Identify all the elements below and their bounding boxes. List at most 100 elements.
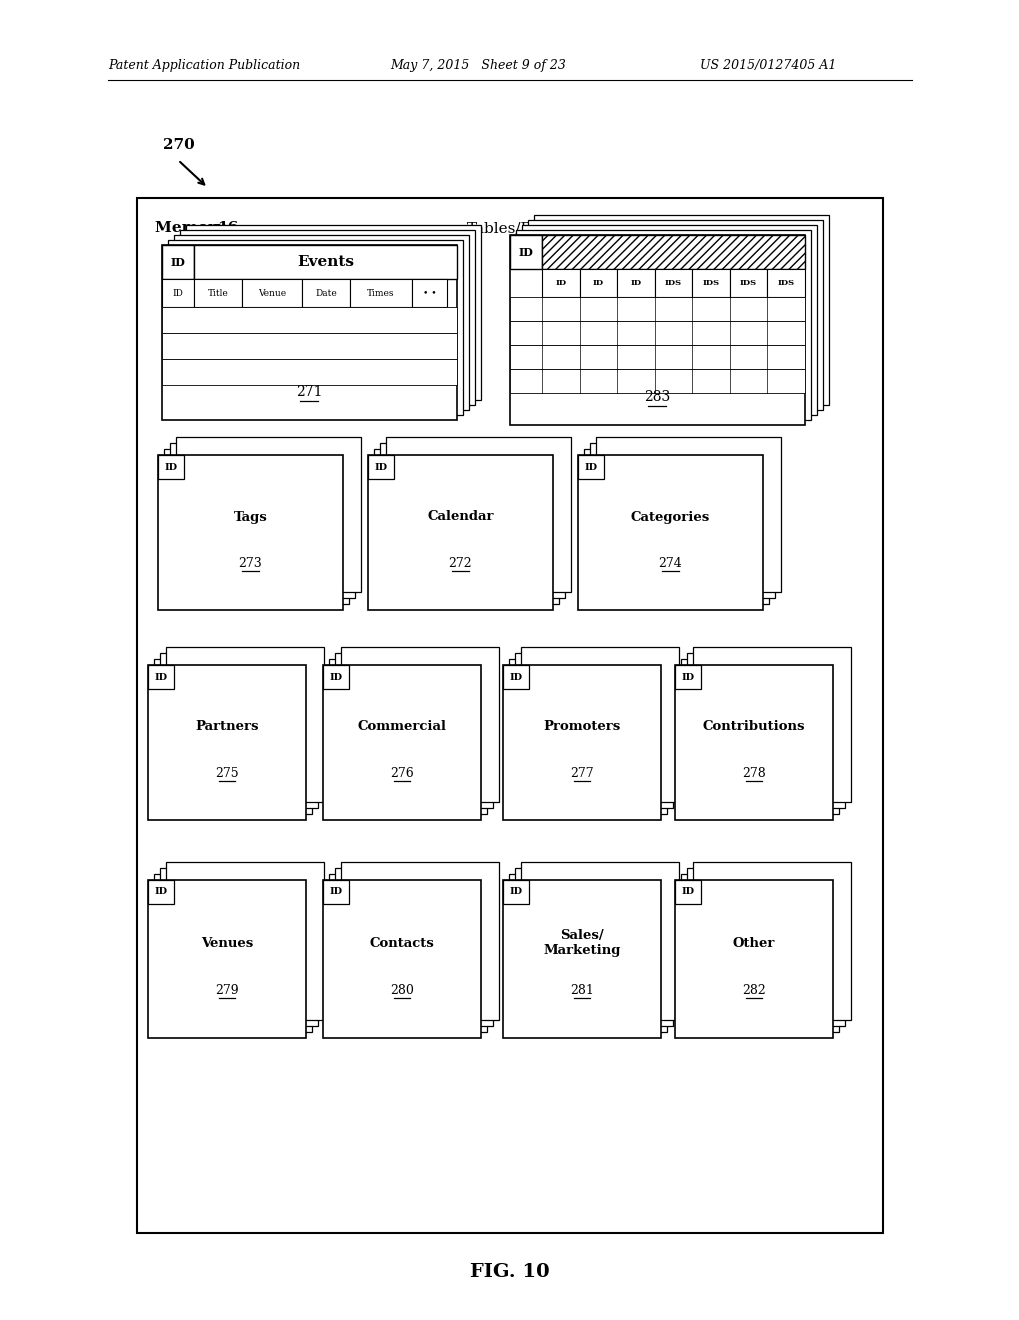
Bar [323,880,481,1038]
Bar [692,269,730,297]
Text: 278: 278 [742,767,765,780]
Bar [242,279,302,308]
Text: Other: Other [732,937,774,949]
Bar [166,862,324,1020]
Text: Commercial: Commercial [357,721,446,734]
Bar [510,345,804,370]
Bar [194,279,242,308]
Bar [160,653,318,808]
Text: Venue: Venue [258,289,285,297]
Text: Sales/
Marketing: Sales/ Marketing [543,929,621,957]
Bar [510,370,804,393]
Text: Memory: Memory [155,220,230,235]
Text: 16: 16 [217,220,238,235]
Bar [687,653,844,808]
Bar [510,235,804,425]
Bar [589,444,774,598]
Bar [158,455,342,610]
Bar [158,455,183,479]
Bar [162,359,457,385]
Text: 277: 277 [570,767,593,780]
Text: 270: 270 [163,139,195,152]
Text: Tables/Records: Tables/Records [467,220,584,235]
Text: Tags: Tags [233,511,267,524]
Bar [166,647,324,803]
Text: Title: Title [208,289,228,297]
Bar [675,880,700,904]
Bar [176,437,361,591]
Text: ID: ID [329,672,342,681]
Text: 272: 272 [448,557,472,570]
Bar [380,444,565,598]
Bar [168,240,463,414]
Bar [502,665,660,820]
Text: ID: ID [681,887,694,896]
Bar [162,308,457,333]
Bar [515,869,673,1026]
Bar [595,437,781,591]
Bar [616,269,654,297]
Bar [340,647,498,803]
Bar [334,653,492,808]
Bar [350,279,412,308]
Bar [334,869,492,1026]
Bar [323,665,481,820]
Text: Promoters: Promoters [543,721,620,734]
Text: ID: ID [154,672,167,681]
Text: 274: 274 [658,557,682,570]
Bar [730,269,766,297]
Bar [148,880,306,1038]
Text: Events: Events [297,255,354,269]
Bar [510,321,804,345]
Text: IDS: IDS [664,279,682,286]
Bar [692,647,850,803]
Bar [510,235,541,269]
Text: Contacts: Contacts [369,937,434,949]
Text: 282: 282 [742,985,765,997]
Bar [148,665,306,820]
Bar [385,437,571,591]
Text: ID: ID [329,887,342,896]
Text: ID: ID [374,462,387,471]
Text: 276: 276 [389,767,414,780]
Bar [368,455,552,610]
Text: ID: ID [630,279,641,286]
Bar [766,269,804,297]
Text: ID: ID [584,462,597,471]
Text: US 2015/0127405 A1: US 2015/0127405 A1 [699,58,836,71]
Bar [329,874,486,1032]
Text: FIG. 10: FIG. 10 [470,1263,549,1280]
Text: ID: ID [170,256,185,268]
Text: Patent Application Publication: Patent Application Publication [108,58,300,71]
Bar [578,455,762,610]
Bar [521,647,679,803]
Bar [179,230,475,405]
Bar [502,665,529,689]
Bar [578,455,603,479]
Bar [675,665,833,820]
Bar [154,659,312,814]
Text: IDS: IDS [776,279,794,286]
Bar [174,235,469,411]
Text: 280: 280 [389,985,414,997]
Text: Date: Date [315,289,336,297]
Text: IDS: IDS [702,279,719,286]
Bar [162,333,457,359]
Bar [148,665,174,689]
Text: ID: ID [554,279,566,286]
Bar [515,653,673,808]
Bar [687,869,844,1026]
Bar [584,449,768,605]
Bar [162,246,457,420]
Bar [681,659,839,814]
Bar [162,279,194,308]
Text: 273: 273 [238,557,262,570]
Bar [340,862,498,1020]
Bar [412,279,446,308]
Bar [675,880,833,1038]
Bar [137,198,882,1233]
Text: ID: ID [154,887,167,896]
Bar [579,269,616,297]
Bar [323,665,348,689]
Bar [162,246,194,279]
